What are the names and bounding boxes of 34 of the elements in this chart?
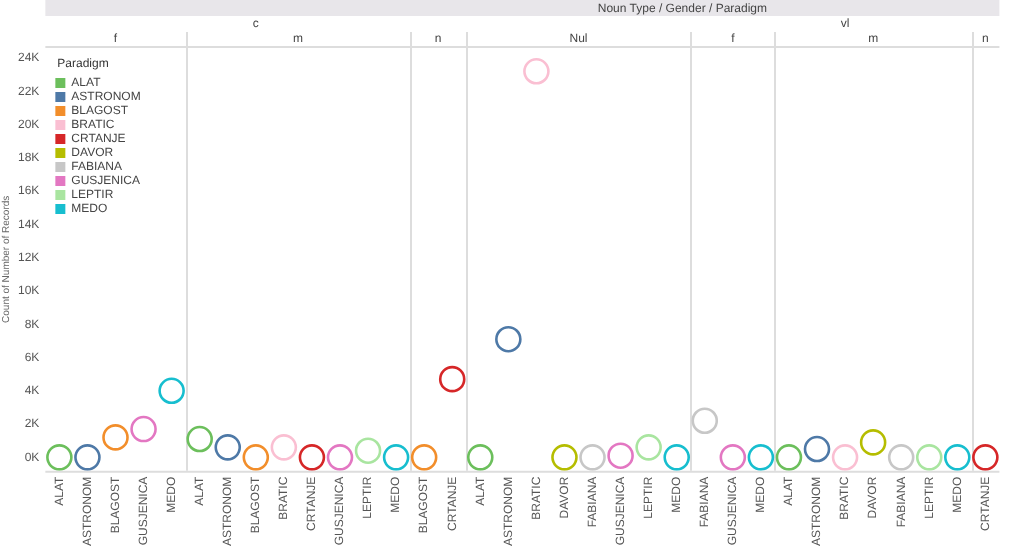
point [719,444,747,471]
point [382,444,410,471]
point [944,444,971,471]
point [410,444,438,471]
point [551,444,578,471]
point [579,444,606,471]
point [102,424,129,451]
point [887,444,915,471]
point [803,435,831,463]
point [214,434,242,461]
point [691,407,719,435]
point [831,444,859,471]
point [972,444,999,471]
point [326,444,354,471]
point [270,434,298,461]
point [635,434,662,461]
point [915,444,943,471]
point [242,444,270,471]
point [747,444,775,471]
point [859,429,887,456]
point [130,415,157,443]
point [158,377,185,405]
point [186,425,213,453]
point [607,442,634,469]
point [663,444,691,471]
point [438,365,466,393]
point [46,444,73,471]
point [523,58,550,85]
point [298,444,326,471]
point [495,325,522,353]
point [74,444,101,471]
point [775,444,803,471]
point [354,437,382,464]
point [466,444,494,471]
